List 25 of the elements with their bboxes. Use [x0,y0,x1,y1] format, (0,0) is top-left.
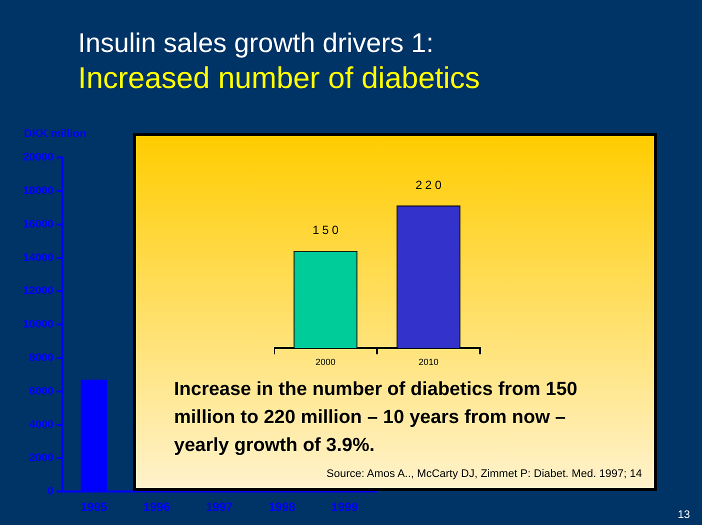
text: 13 [678,509,690,521]
data-label: 220 [415,178,445,192]
y-tick-label: 10000 [22,318,54,331]
x-tick-label: 1996 [143,500,170,514]
y-tick-label: 4000 [29,418,54,431]
annotation: Increase in the number of diabetics from 150 million to 220 million – 10 years from now – yearly growth of 3.9%. [174,378,578,458]
y-tick-label: 12000 [22,285,54,298]
chart-subtitle: Increased number of diabetics [78,62,480,96]
y-tick-label: 2000 [29,452,54,464]
y-tick-label: 18000 [22,185,54,198]
y-tick-label: 16000 [22,218,54,230]
annotation: Source: Amos A.., McCarty DJ, Zimmet P: Diabet. Med. 1997; 14 [326,468,642,480]
y-axis-title: DKK million [24,128,86,140]
y-tick-label: 8000 [29,352,54,364]
chart-title: Insulin sales growth drivers 1: [78,28,434,59]
y-tick-label: 0 [47,486,54,498]
y-tick-label: 20000 [22,152,54,164]
x-tick-label: 2010 [418,357,439,368]
y-tick-label: 14000 [22,252,54,264]
x-tick-label: 1995 [80,500,108,514]
y-tick-label: 6000 [29,385,54,398]
data-label: 150 [312,223,342,238]
x-tick-label: 1998 [268,500,296,514]
x-tick-label: 1997 [206,500,233,514]
x-tick-label: 1999 [331,500,358,514]
